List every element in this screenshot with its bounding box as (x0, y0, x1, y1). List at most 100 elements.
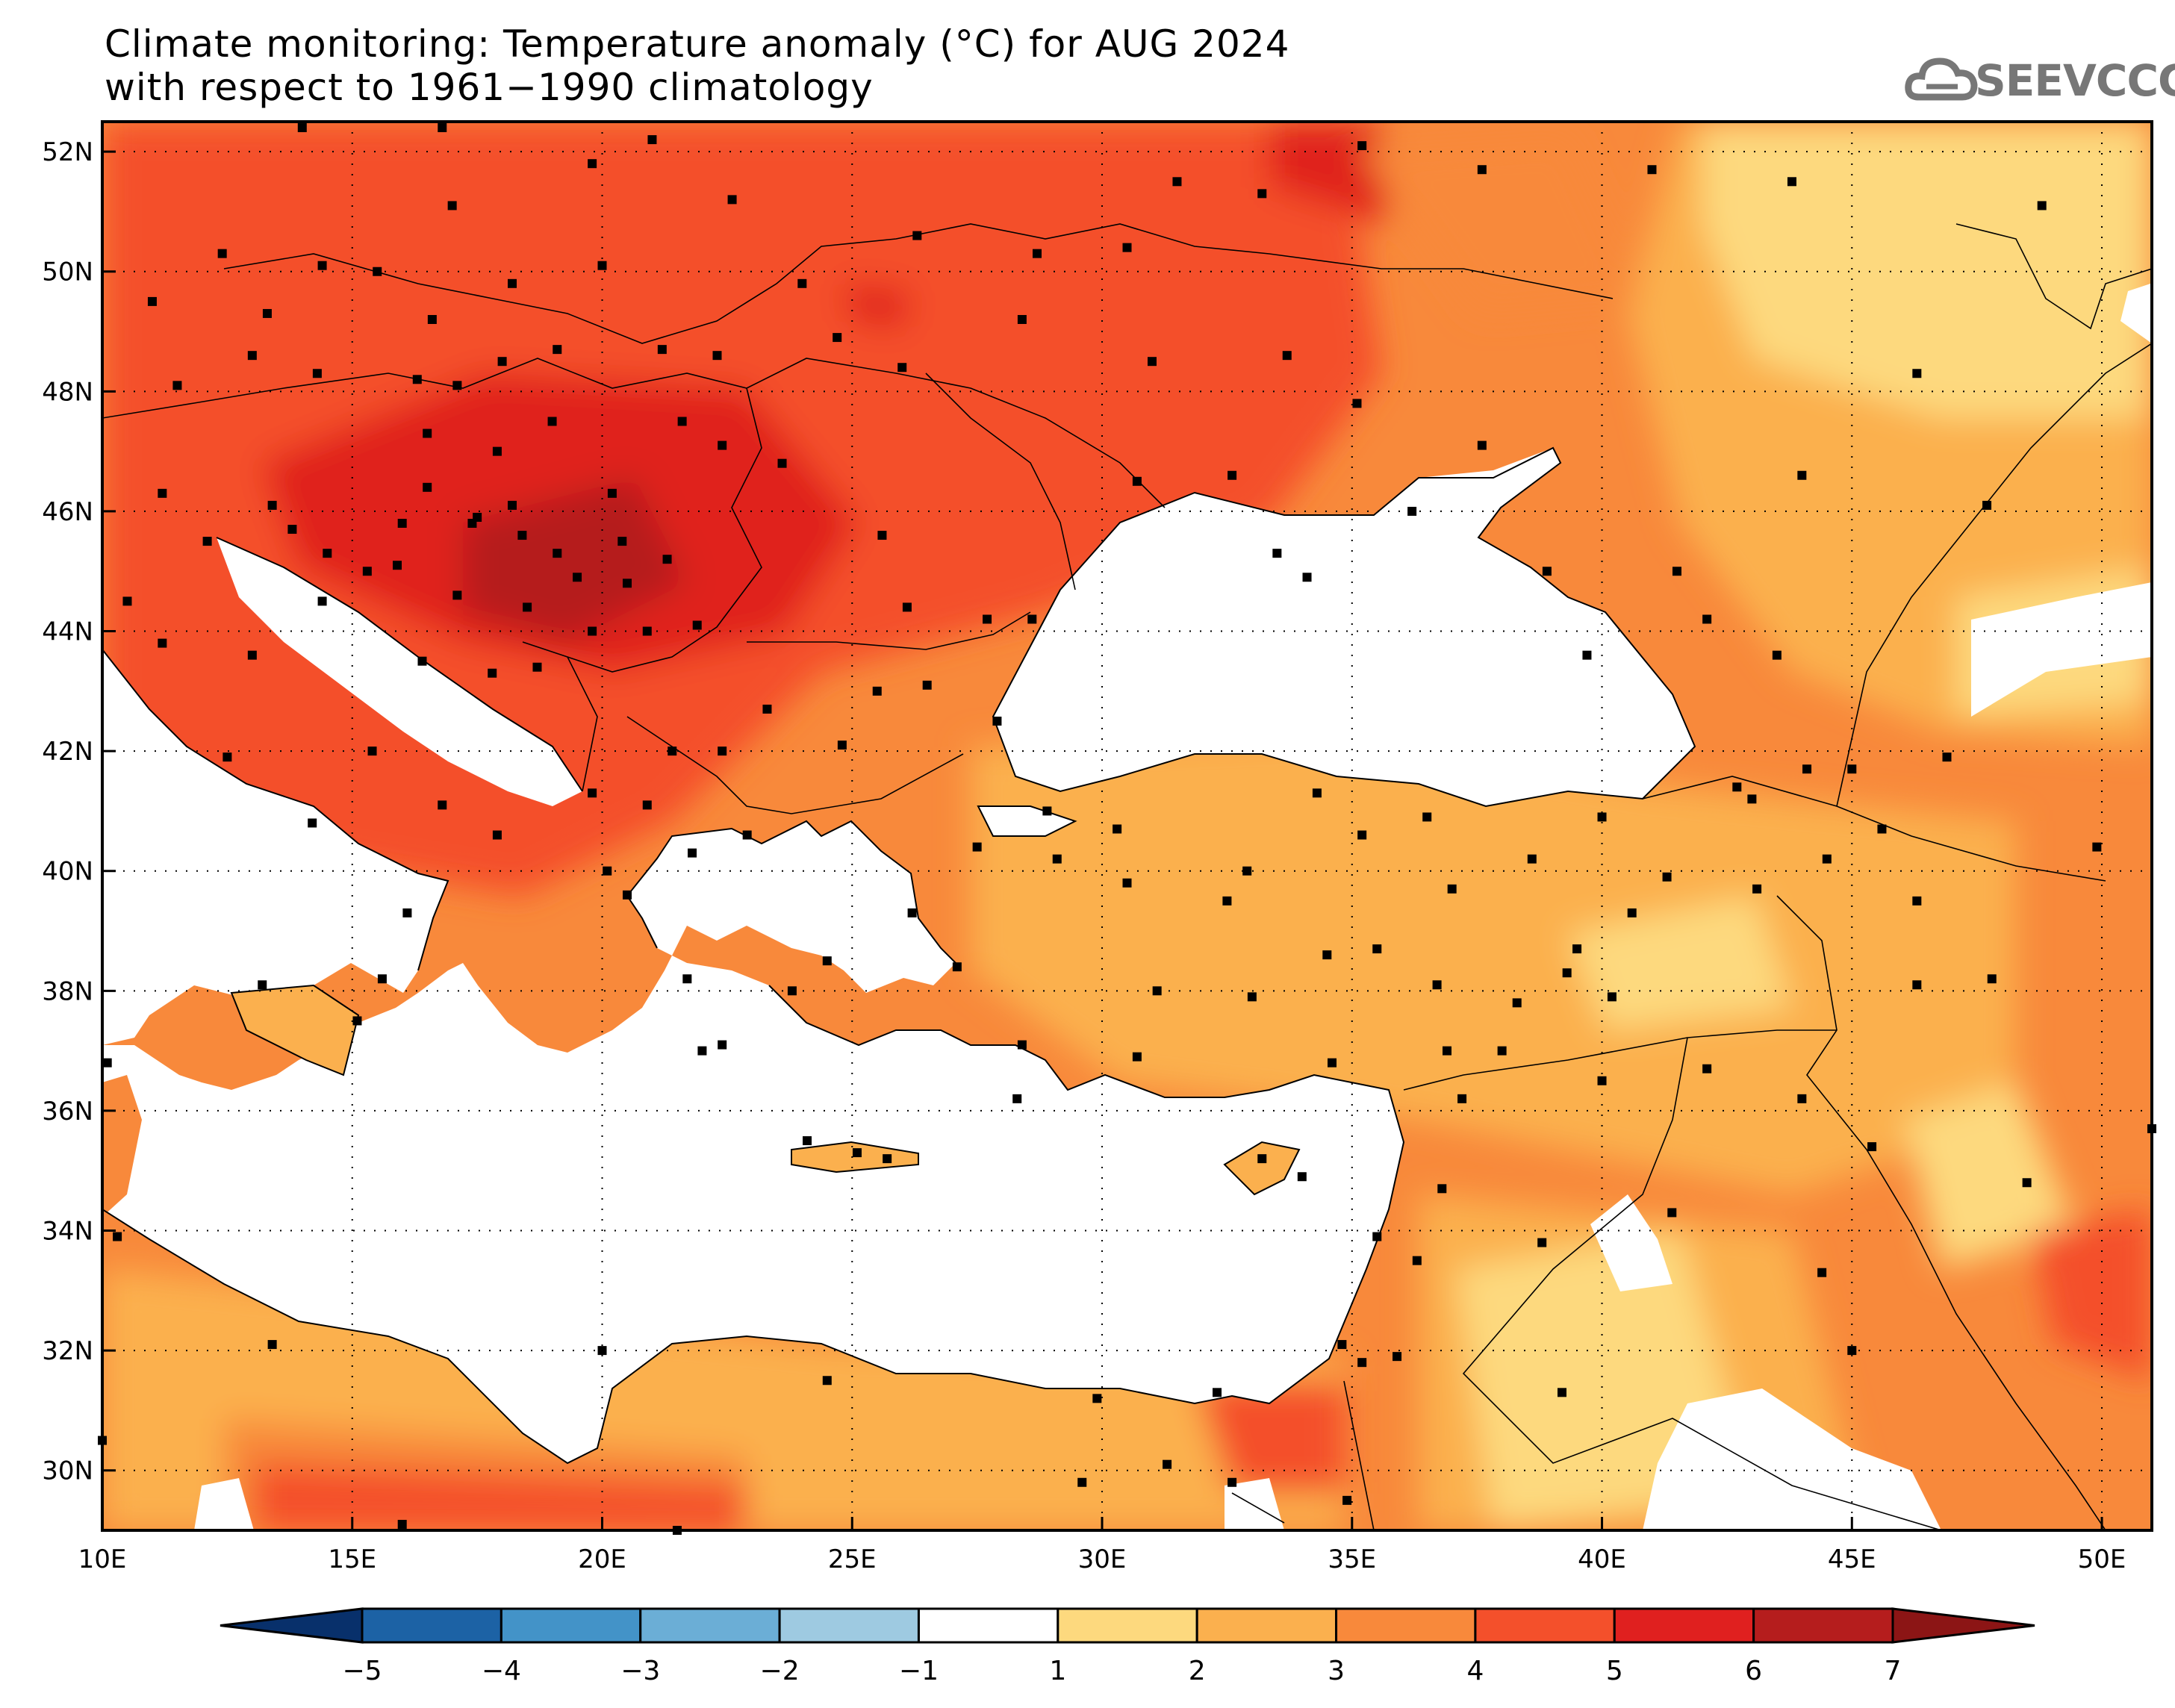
station-marker (1328, 1058, 1337, 1068)
station-marker (1447, 884, 1457, 894)
station-marker (1572, 944, 1582, 954)
station-marker (308, 818, 317, 828)
colorbar-label: 5 (1606, 1656, 1623, 1686)
station-marker (1302, 573, 1312, 582)
station-marker (1772, 650, 1782, 660)
station-marker (1477, 165, 1487, 175)
station-marker (1747, 794, 1757, 804)
station-marker (267, 1340, 277, 1350)
station-marker (902, 602, 912, 612)
sea-mask (102, 284, 2152, 1530)
station-marker (1667, 1208, 1677, 1218)
colorbar-box (917, 1607, 1060, 1644)
station-marker (1312, 788, 1322, 798)
station-marker (1012, 1094, 1022, 1103)
station-marker (688, 848, 697, 858)
station-marker (622, 890, 632, 900)
station-marker (1227, 1477, 1237, 1487)
station-marker (1247, 992, 1257, 1002)
station-marker (797, 278, 807, 288)
station-marker (1147, 357, 1157, 367)
station-marker (223, 752, 232, 762)
colorbar-label: 1 (1049, 1656, 1066, 1686)
station-marker (1422, 812, 1432, 822)
station-marker (1822, 854, 1832, 864)
colorbar-box (1752, 1607, 1894, 1644)
station-marker (447, 201, 457, 211)
station-marker (742, 830, 752, 840)
station-marker (312, 369, 322, 378)
station-marker (217, 249, 227, 258)
station-marker (452, 590, 462, 600)
station-marker (247, 351, 257, 361)
station-marker (1662, 872, 1672, 882)
station-marker (662, 555, 672, 564)
station-marker (617, 537, 627, 546)
station-marker (1092, 1394, 1102, 1403)
x-tick-label: 10E (78, 1545, 127, 1574)
station-marker (822, 956, 832, 966)
station-marker (397, 518, 407, 528)
station-marker (877, 531, 887, 540)
station-marker (1982, 500, 1992, 510)
map-frame (101, 120, 2153, 1532)
station-marker (692, 620, 702, 630)
station-marker (1122, 878, 1132, 888)
station-marker (1337, 1340, 1347, 1350)
station-marker (1032, 249, 1042, 258)
station-marker (1222, 896, 1232, 906)
station-marker (647, 135, 657, 145)
y-tick-label: 30N (42, 1456, 93, 1486)
station-marker (1597, 812, 1607, 822)
station-marker (1152, 986, 1162, 996)
x-tick-label: 20E (578, 1545, 626, 1574)
station-marker (423, 482, 432, 492)
colorbar-box (1195, 1607, 1338, 1644)
station-marker (1257, 1154, 1267, 1164)
station-marker (497, 357, 507, 367)
station-marker (1132, 476, 1142, 486)
colorbar-box (1474, 1607, 1616, 1644)
station-marker (1752, 884, 1762, 894)
station-marker (907, 908, 917, 917)
station-marker (1172, 177, 1182, 187)
x-tick-label: 45E (1828, 1545, 1876, 1574)
station-marker (297, 123, 307, 133)
station-marker (718, 1040, 727, 1050)
colorbar-box (361, 1607, 502, 1644)
station-marker (1912, 980, 1922, 990)
y-tick-label: 44N (42, 617, 93, 647)
map-title: Climate monitoring: Temperature anomaly … (105, 22, 1289, 109)
station-marker (1042, 806, 1052, 816)
station-marker (427, 314, 437, 324)
station-marker (1987, 974, 1997, 984)
cloud-icon (1905, 57, 1978, 101)
y-tick-label: 48N (42, 377, 93, 407)
station-marker (1163, 1459, 1172, 1469)
logo-text: SEEVCCC (1975, 55, 2175, 106)
station-marker (1627, 908, 1637, 917)
station-marker (642, 626, 652, 636)
station-marker (352, 1016, 362, 1026)
station-marker (712, 351, 722, 361)
colorbar-box (639, 1607, 781, 1644)
colorbar-box (778, 1607, 920, 1644)
station-marker (1122, 243, 1132, 252)
station-marker (2022, 1178, 2032, 1188)
x-tick-label: 50E (2078, 1545, 2126, 1574)
station-marker (1527, 854, 1537, 864)
y-tick-label: 32N (42, 1336, 93, 1366)
station-marker (1912, 369, 1922, 378)
colorbar-label: −3 (620, 1656, 660, 1686)
map-gridlines (102, 122, 2152, 1530)
station-marker (1257, 189, 1267, 199)
y-tick-label: 42N (42, 737, 93, 767)
station-marker (573, 573, 582, 582)
station-marker (1352, 399, 1362, 408)
y-axis: 30N 32N 34N 36N 38N 40N 42N 44N 46N 48N 50N 52N (42, 137, 116, 1486)
station-marker (803, 1136, 812, 1146)
station-marker (438, 123, 447, 133)
station-marker (1582, 650, 1592, 660)
station-marker (317, 261, 327, 270)
